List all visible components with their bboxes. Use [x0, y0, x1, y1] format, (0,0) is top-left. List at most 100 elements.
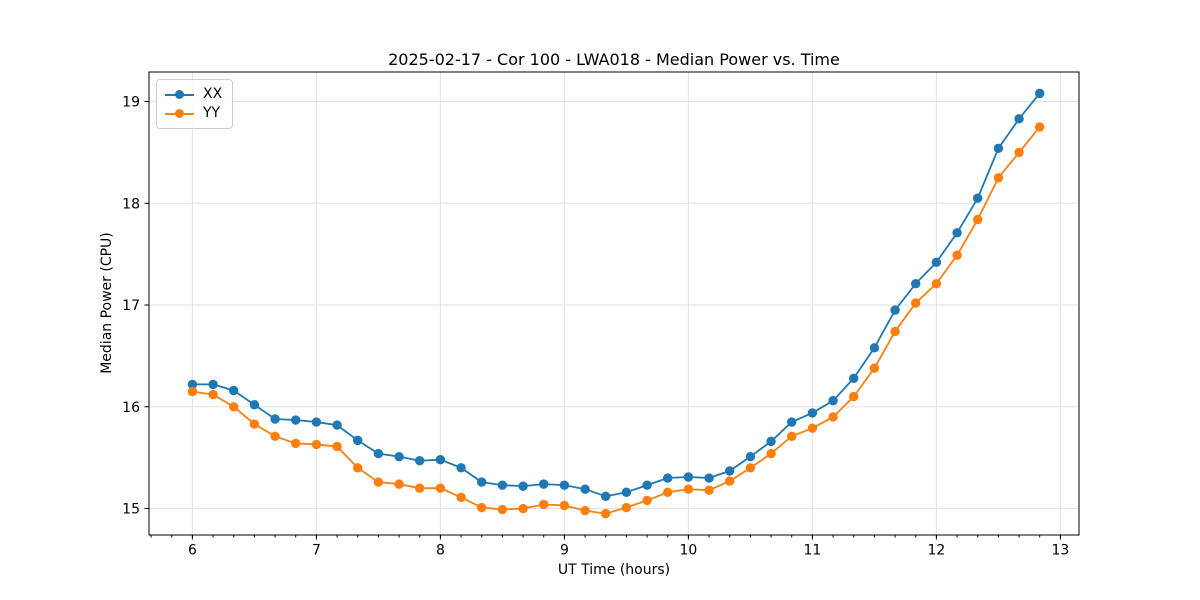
data-point-yy: [828, 412, 838, 422]
data-point-yy: [580, 505, 590, 516]
axis-ticks: [144, 101, 1061, 540]
data-point-xx: [848, 373, 859, 383]
data-point-xx: [580, 484, 590, 494]
data-point-xx: [456, 463, 466, 473]
data-point-xx: [228, 385, 239, 396]
data-point-yy: [848, 391, 859, 402]
data-point-xx: [807, 408, 818, 418]
legend-entry-yy: YY: [165, 104, 222, 123]
x-tick-label: 11: [803, 543, 821, 559]
y-tick-label: 18: [122, 196, 140, 212]
data-point-yy: [394, 479, 404, 489]
data-point-yy: [642, 495, 652, 506]
data-point-yy: [270, 431, 280, 441]
series-xx: [187, 88, 1045, 502]
data-point-xx: [621, 487, 632, 497]
data-point-xx: [972, 193, 983, 203]
data-point-xx: [352, 435, 363, 446]
x-tick-label: 7: [312, 543, 321, 559]
data-point-yy: [290, 438, 301, 449]
data-point-yy: [869, 363, 880, 373]
y-tick-label: 15: [122, 502, 140, 518]
data-point-yy: [931, 278, 942, 289]
y-tick-label: 17: [122, 298, 140, 314]
y-axis-label: Median Power (CPU): [99, 232, 115, 374]
legend-label-yy: YY: [203, 105, 221, 121]
data-point-xx: [828, 395, 838, 406]
data-point-yy: [683, 484, 694, 494]
x-tick-label: 6: [188, 543, 197, 559]
data-point-xx: [559, 480, 570, 490]
data-point-xx: [786, 417, 797, 427]
gridlines: [149, 72, 1079, 535]
data-point-xx: [745, 451, 756, 462]
data-point-xx: [642, 480, 652, 490]
series-yy: [187, 122, 1045, 519]
data-point-xx: [270, 414, 280, 424]
data-point-yy: [766, 448, 776, 459]
data-point-xx: [476, 477, 487, 487]
data-point-yy: [910, 298, 921, 308]
data-point-yy: [249, 419, 260, 429]
data-point-xx: [704, 473, 714, 483]
data-point-xx: [662, 473, 673, 483]
data-point-yy: [890, 326, 900, 337]
legend: XX YY: [156, 79, 234, 129]
x-axis-label: UT Time (hours): [557, 562, 671, 578]
y-tick-label: 16: [122, 400, 140, 416]
data-point-yy: [311, 439, 322, 450]
data-point-yy: [807, 423, 818, 433]
data-point-yy: [228, 402, 239, 412]
data-point-yy: [476, 502, 487, 513]
data-point-yy: [559, 500, 570, 511]
data-point-yy: [662, 487, 673, 497]
data-point-xx: [394, 451, 404, 462]
data-point-xx: [952, 228, 962, 238]
data-point-yy: [538, 499, 549, 510]
data-point-yy: [414, 483, 425, 493]
data-point-xx: [249, 400, 260, 410]
data-point-xx: [414, 456, 425, 466]
x-tick-label: 12: [927, 543, 945, 559]
data-point-xx: [373, 448, 384, 459]
data-point-xx: [311, 417, 322, 427]
data-point-xx: [1034, 88, 1045, 99]
data-point-yy: [352, 463, 363, 473]
y-tick-label: 19: [122, 95, 140, 111]
data-point-xx: [993, 143, 1004, 154]
data-point-yy: [332, 441, 342, 452]
x-tick-label: 9: [560, 543, 569, 559]
data-point-yy: [745, 463, 756, 473]
data-point-yy: [497, 504, 508, 515]
data-point-yy: [456, 492, 466, 503]
data-point-xx: [538, 479, 549, 489]
data-point-yy: [600, 508, 611, 519]
data-point-yy: [786, 431, 797, 441]
x-tick-label: 8: [436, 543, 445, 559]
data-point-xx: [332, 420, 342, 430]
yy-line-marker-icon: [165, 104, 194, 123]
chart-title: 2025-02-17 - Cor 100 - LWA018 - Median P…: [388, 50, 840, 69]
data-point-xx: [1014, 114, 1024, 124]
data-point-xx: [724, 466, 735, 476]
data-point-xx: [683, 472, 694, 482]
data-point-xx: [600, 491, 611, 502]
data-point-xx: [435, 454, 446, 465]
data-point-yy: [952, 250, 962, 260]
data-point-xx: [766, 436, 776, 447]
data-point-yy: [435, 483, 446, 493]
data-point-yy: [993, 173, 1004, 183]
legend-label-xx: XX: [203, 86, 223, 102]
xx-line-marker-icon: [165, 85, 194, 104]
x-tick-label: 13: [1051, 543, 1069, 559]
data-point-xx: [869, 343, 880, 353]
axis-tick-labels: 6 7 8 9 10 11 12 13 15 16 17 18 19: [122, 95, 1069, 559]
data-point-yy: [1034, 122, 1045, 132]
data-point-yy: [972, 214, 983, 225]
data-point-yy: [704, 485, 714, 495]
legend-entry-xx: XX: [165, 85, 222, 104]
data-point-yy: [373, 477, 384, 487]
data-point-xx: [931, 257, 942, 267]
